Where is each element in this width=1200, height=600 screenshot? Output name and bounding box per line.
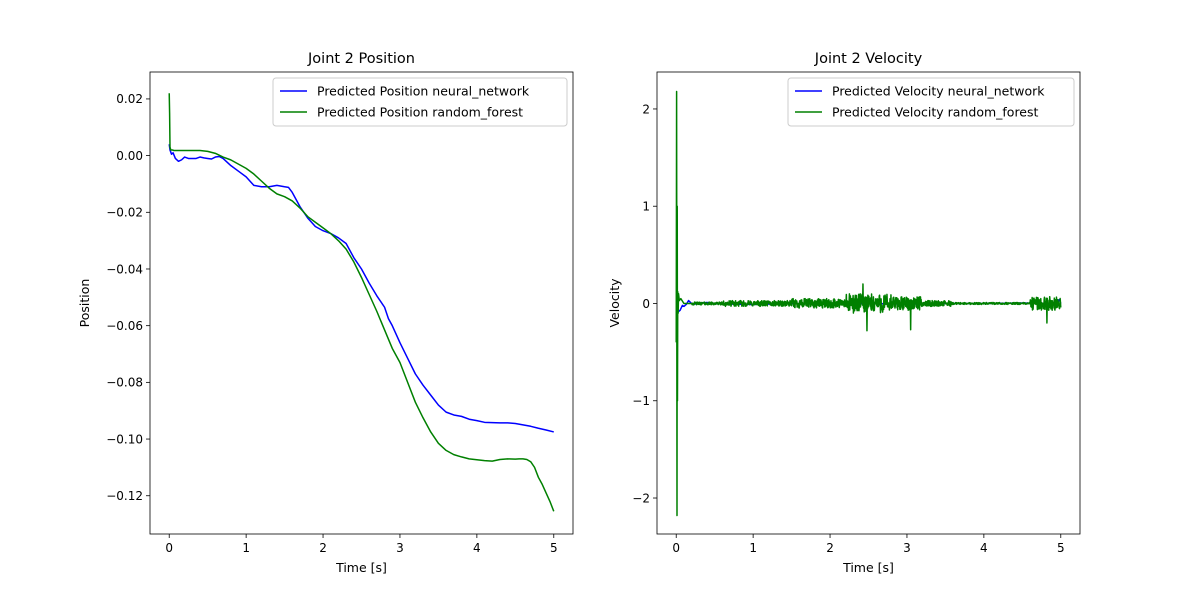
y-tick-label: 2 — [642, 102, 650, 116]
legend: Predicted Velocity neural_network Predict… — [787, 77, 1075, 127]
series-line-neural-network — [168, 144, 554, 433]
x-tick-label: 5 — [550, 541, 558, 555]
x-tick-label: 2 — [826, 541, 834, 555]
y-tick-label: −1 — [632, 394, 650, 408]
legend-box — [787, 77, 1075, 127]
legend-entry: Predicted Position neural_network — [317, 84, 530, 99]
x-tick-label: 0 — [672, 541, 680, 555]
legend: Predicted Position neural_network Predict… — [272, 77, 568, 127]
series-line-random-forest — [675, 90, 1062, 517]
series-line-random-forest — [168, 93, 555, 512]
y-tick-label: −0.08 — [106, 376, 143, 390]
x-tick-label: 1 — [749, 541, 757, 555]
legend-entry: Predicted Velocity neural_network — [832, 84, 1045, 99]
legend-entry: Predicted Position random_forest — [317, 105, 523, 120]
legend-box — [272, 77, 568, 127]
y-axis-label: Position — [77, 279, 92, 328]
y-tick-label: −2 — [632, 491, 650, 505]
x-tick-label: 4 — [980, 541, 988, 555]
axes-frame — [149, 71, 574, 535]
x-tick-label: 2 — [319, 541, 327, 555]
x-axis-label: Time [s] — [842, 560, 894, 575]
x-tick-label: 4 — [473, 541, 481, 555]
legend-entry: Predicted Velocity random_forest — [832, 105, 1039, 120]
x-tick-label: 3 — [396, 541, 404, 555]
y-tick-label: −0.06 — [106, 319, 143, 333]
y-tick-label: −0.10 — [106, 432, 143, 446]
x-tick-label: 0 — [165, 541, 173, 555]
y-tick-label: −0.04 — [106, 262, 143, 276]
x-tick-label: 5 — [1057, 541, 1065, 555]
x-tick-label: 3 — [903, 541, 911, 555]
subplot-1: Joint 2 Position 0 1 2 3 4 5 0.02 0.00 −0.02 −0.04… — [77, 51, 574, 575]
y-tick-label: 0.02 — [116, 92, 143, 106]
y-tick-label: 1 — [642, 200, 650, 214]
axes-frame — [656, 71, 1081, 535]
x-axis-label: Time [s] — [335, 560, 387, 575]
y-tick-label: 0 — [642, 297, 650, 311]
y-tick-label: −0.02 — [106, 206, 143, 220]
y-axis-label: Velocity — [607, 278, 622, 328]
subplot-title: Joint 2 Position — [307, 51, 415, 67]
subplot-title: Joint 2 Velocity — [814, 51, 923, 67]
y-tick-label: 0.00 — [116, 149, 143, 163]
subplot-2: Joint 2 Velocity 0 1 2 3 4 5 2 1 0 −1 −2 Time [s] Vel… — [607, 51, 1081, 575]
y-tick-label: −0.12 — [106, 489, 143, 503]
x-tick-label: 1 — [242, 541, 250, 555]
